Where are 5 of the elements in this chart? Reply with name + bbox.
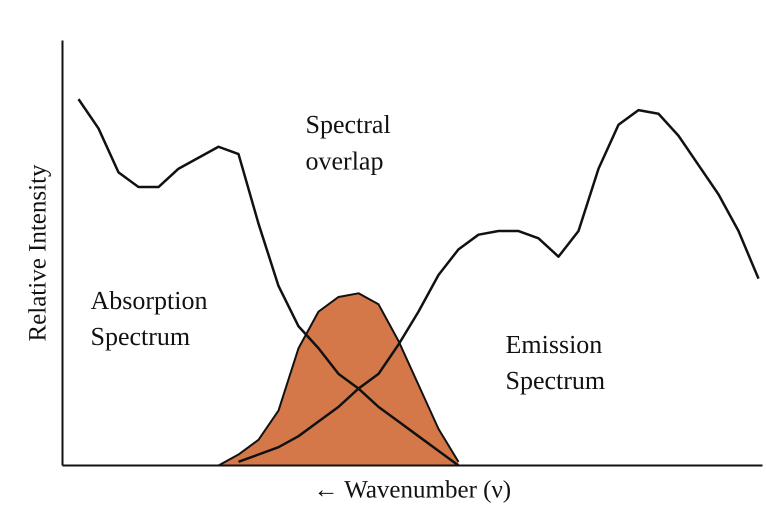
x-axis-title: ← Wavenumber (ν): [313, 476, 512, 504]
y-axis-title: Relative Intensity: [24, 164, 52, 342]
annotation: Emission Spectrum: [506, 330, 606, 396]
annotation: Spectral overlap: [306, 110, 391, 176]
annotation: Absorption Spectrum: [90, 286, 208, 352]
